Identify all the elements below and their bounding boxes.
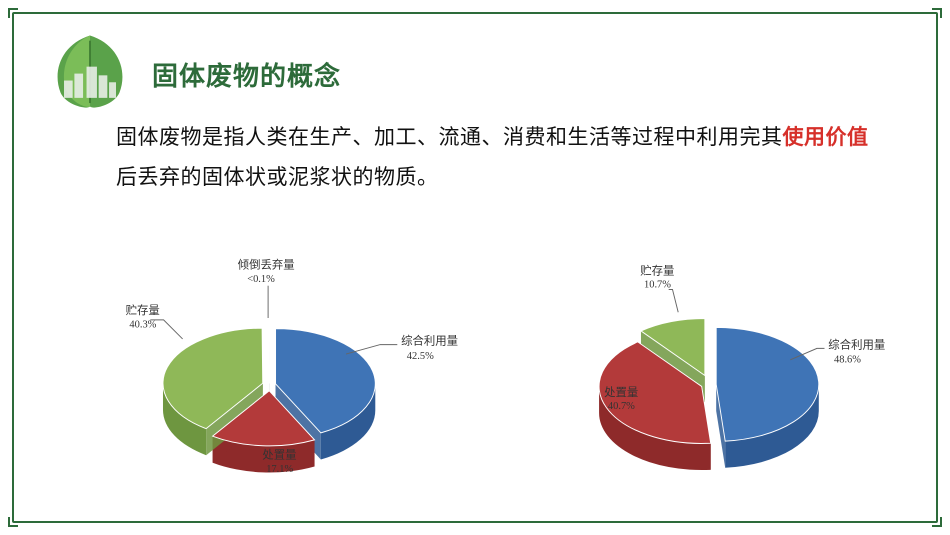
leaf-city-icon — [44, 32, 136, 110]
svg-text:处置量: 处置量 — [262, 449, 296, 462]
svg-text:48.6%: 48.6% — [834, 355, 861, 366]
paragraph-post: 后丢弃的固体状或泥浆状的物质。 — [116, 166, 439, 189]
svg-text:42.5%: 42.5% — [407, 351, 434, 362]
corner-mark — [932, 517, 942, 527]
svg-text:贮存量: 贮存量 — [640, 263, 674, 277]
svg-text:贮存量: 贮存量 — [126, 303, 160, 317]
svg-text:40.3%: 40.3% — [129, 320, 156, 331]
paragraph-pre: 固体废物是指人类在生产、加工、流通、消费和生活等过程中利用完其 — [116, 126, 783, 149]
slide-title: 固体废物的概念 — [152, 56, 341, 93]
svg-text:处置量: 处置量 — [604, 386, 638, 399]
svg-text:40.7%: 40.7% — [608, 401, 635, 412]
svg-text:综合利用量: 综合利用量 — [401, 334, 458, 348]
paragraph-emph: 使用价值 — [783, 126, 869, 149]
svg-text:倾倒丢弃量: 倾倒丢弃量 — [238, 258, 295, 272]
svg-text:综合利用量: 综合利用量 — [828, 337, 885, 351]
svg-text:10.7%: 10.7% — [644, 280, 671, 291]
pie-chart-left: 综合利用量 42.5% 处置量 17.1% 贮存量 40.3% 倾倒丢弃量 <0.1% — [80, 245, 460, 505]
corner-mark — [8, 8, 18, 18]
definition-paragraph: 固体废物是指人类在生产、加工、流通、消费和生活等过程中利用完其使用价值后丢弃的固… — [116, 118, 880, 198]
corner-mark — [932, 8, 942, 18]
svg-text:17.1%: 17.1% — [266, 464, 293, 475]
pie-chart-right: 综合利用量 48.6% 处置量 40.7% 贮存量 10.7% — [530, 245, 910, 505]
svg-text:<0.1%: <0.1% — [247, 274, 275, 285]
corner-mark — [8, 517, 18, 527]
